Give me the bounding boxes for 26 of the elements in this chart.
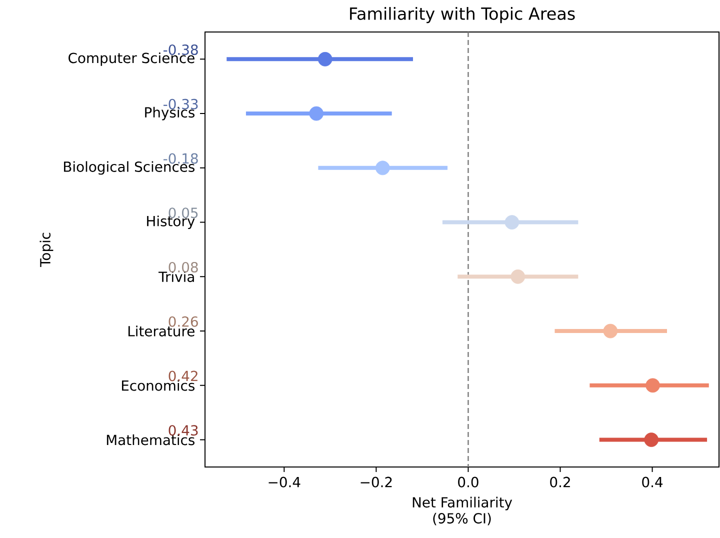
- x-tick-label: 0.4: [642, 476, 663, 488]
- point: [504, 215, 520, 230]
- x-tick-label: −0.4: [268, 476, 300, 488]
- point: [375, 160, 390, 176]
- point: [644, 432, 659, 448]
- point: [510, 269, 526, 284]
- point: [603, 324, 618, 338]
- x-tick-label: 0.2: [550, 476, 570, 488]
- y-tick-label: Economics: [122, 380, 195, 391]
- x-tick-label: −0.2: [360, 476, 392, 488]
- chart-title: Familiarity with Topic Areas: [350, 7, 575, 24]
- y-tick-label: Mathematics: [106, 434, 195, 446]
- point: [318, 52, 332, 66]
- text: 0.43: [168, 425, 198, 436]
- y-axis-title: Topic: [40, 232, 54, 268]
- text: 0.08: [168, 262, 198, 272]
- x-tick-label: 0.0: [458, 476, 478, 488]
- text: 0.26: [168, 316, 198, 327]
- x-axis-title: Net Familiarity (95% CI): [412, 496, 512, 526]
- y-tick-label: Trivia: [158, 271, 194, 282]
- point: [646, 378, 660, 393]
- text: -0.38: [164, 44, 198, 55]
- y-tick-label: Computer Science: [68, 52, 194, 66]
- text: 0.42: [168, 370, 198, 382]
- point: [309, 106, 324, 121]
- y-tick-label: Literature: [128, 326, 194, 336]
